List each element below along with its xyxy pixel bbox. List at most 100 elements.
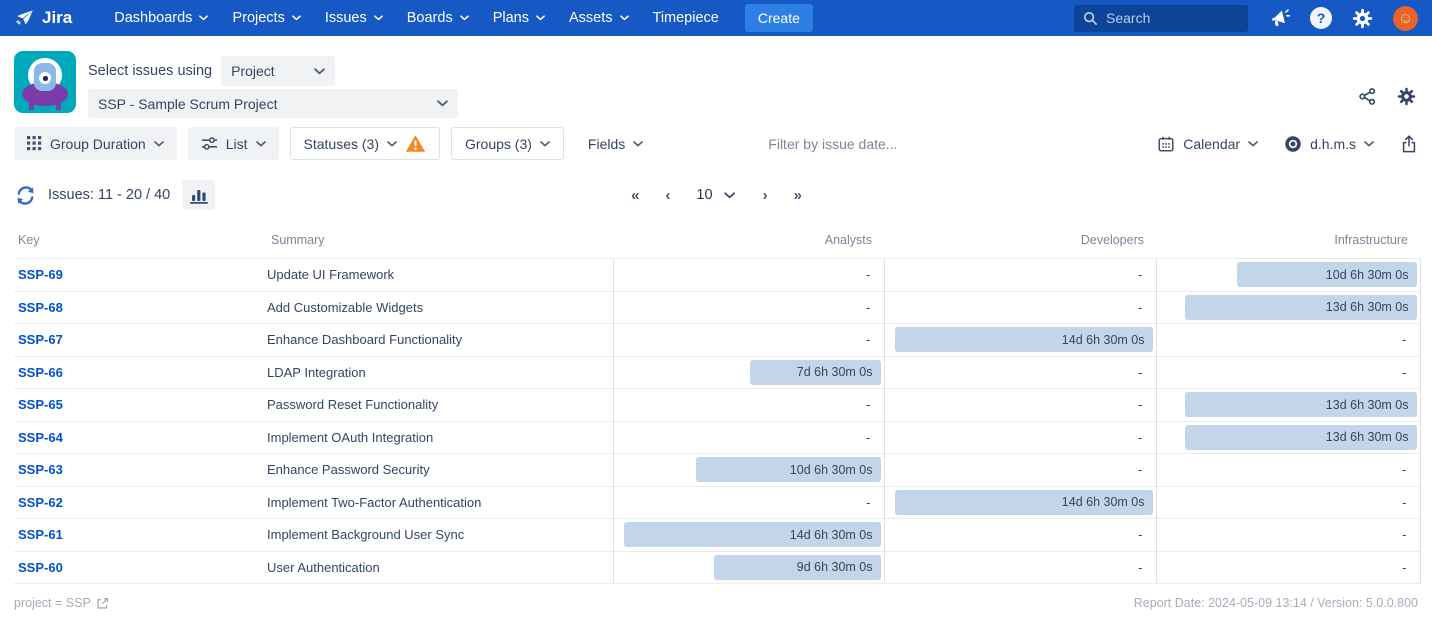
duration-bar: 14d 6h 30m 0s	[895, 327, 1152, 352]
chevron-down-icon	[437, 100, 448, 107]
empty-duration: -	[1402, 527, 1416, 542]
table-row: SSP-60User Authentication9d 6h 30m 0s--	[14, 551, 1420, 584]
help-icon[interactable]: ?	[1310, 7, 1332, 29]
jql-query-link[interactable]: project = SSP	[14, 596, 109, 610]
export-icon[interactable]	[1400, 134, 1418, 153]
table-header-row: Key Summary Analysts Developers Infrastr…	[14, 227, 1420, 259]
chevron-down-icon	[536, 15, 545, 21]
report-header: Select issues using Project SSP - Sample…	[0, 36, 1432, 118]
nav-menu-timepiece[interactable]: Timepiece	[641, 0, 731, 36]
duration-bar: 13d 6h 30m 0s	[1185, 392, 1417, 417]
column-header-developers: Developers	[884, 227, 1156, 259]
duration-cell: -	[884, 519, 1156, 552]
duration-cell: -	[884, 291, 1156, 324]
grid-icon	[27, 136, 42, 151]
issue-key-link[interactable]: SSP-62	[18, 495, 63, 510]
duration-bar: 14d 6h 30m 0s	[624, 522, 880, 547]
column-header-infrastructure: Infrastructure	[1156, 227, 1420, 259]
duration-format-button[interactable]: d.h.m.s	[1284, 135, 1374, 153]
nav-menu-plans[interactable]: Plans	[481, 0, 557, 36]
chart-view-button[interactable]	[182, 180, 215, 210]
next-page-button[interactable]: ›	[763, 187, 767, 204]
issue-key-link[interactable]: SSP-60	[18, 560, 63, 575]
issues-table: Key Summary Analysts Developers Infrastr…	[14, 227, 1421, 584]
table-row: SSP-61 Implement Background User Sync 14d …	[14, 519, 1420, 552]
summary-cell: Enhance Dashboard Functionality	[267, 324, 613, 357]
duration-format-icon	[1284, 135, 1302, 153]
view-mode-button[interactable]: List	[188, 127, 279, 160]
prev-page-button[interactable]: ‹	[665, 187, 669, 204]
report-settings-gear-icon[interactable]	[1397, 87, 1416, 118]
issue-source-select[interactable]: Project	[221, 56, 335, 86]
issue-key-link[interactable]: SSP-66	[18, 365, 63, 380]
issue-key-link[interactable]: SSP-65	[18, 397, 63, 412]
chevron-down-icon	[540, 141, 550, 147]
refresh-icon[interactable]	[14, 184, 37, 207]
search-input[interactable]	[1106, 10, 1226, 26]
duration-cell: 10d 6h 30m 0s	[613, 454, 884, 487]
duration-cell: -	[884, 551, 1156, 584]
settings-gear-icon[interactable]	[1352, 8, 1373, 29]
jql-query-text: project = SSP	[14, 596, 91, 610]
fields-button[interactable]: Fields	[575, 127, 656, 160]
nav-menu-dashboards[interactable]: Dashboards	[102, 0, 220, 36]
empty-duration: -	[1138, 462, 1152, 477]
announcements-icon[interactable]	[1268, 7, 1290, 29]
duration-cell: -	[1156, 454, 1420, 487]
empty-duration: -	[866, 430, 880, 445]
nav-menu-assets[interactable]: Assets	[557, 0, 641, 36]
calendar-icon	[1157, 135, 1175, 153]
groups-filter-button[interactable]: Groups (3)	[451, 127, 564, 160]
chevron-down-icon	[374, 15, 383, 21]
nav-menu-projects[interactable]: Projects	[220, 0, 312, 36]
table-row: SSP-68Add Customizable Widgets--13d 6h 3…	[14, 291, 1420, 324]
duration-cell: -	[613, 291, 884, 324]
last-page-button[interactable]: »	[794, 187, 801, 204]
empty-duration: -	[1138, 267, 1152, 282]
project-select-value: SSP - Sample Scrum Project	[98, 96, 277, 112]
groups-filter-label: Groups (3)	[465, 136, 532, 152]
summary-cell: Password Reset Functionality	[267, 389, 613, 422]
empty-duration: -	[1138, 560, 1152, 575]
issue-key-link[interactable]: SSP-69	[18, 267, 63, 282]
issue-date-filter-input[interactable]: Filter by issue date...	[768, 136, 897, 152]
calendar-button[interactable]: Calendar	[1157, 135, 1258, 153]
summary-cell: User Authentication	[267, 551, 613, 584]
duration-bar: 10d 6h 30m 0s	[696, 457, 880, 482]
duration-bar: 14d 6h 30m 0s	[895, 490, 1152, 515]
bar-chart-icon	[189, 187, 209, 204]
search-box[interactable]	[1074, 5, 1248, 32]
share-icon[interactable]	[1358, 87, 1377, 118]
issue-key-link[interactable]: SSP-63	[18, 462, 63, 477]
nav-menu-issues[interactable]: Issues	[313, 0, 395, 36]
create-button[interactable]: Create	[745, 4, 813, 32]
duration-cell: 14d 6h 30m 0s	[613, 519, 884, 552]
duration-cell: -	[884, 259, 1156, 292]
statuses-filter-button[interactable]: Statuses (3)	[290, 127, 440, 160]
issue-key-link[interactable]: SSP-67	[18, 332, 63, 347]
chevron-down-icon	[1364, 141, 1374, 147]
issue-key-link[interactable]: SSP-68	[18, 300, 63, 315]
view-mode-label: List	[226, 136, 248, 152]
user-avatar[interactable]: ☺	[1393, 6, 1418, 31]
page-size-select[interactable]: 10	[696, 187, 735, 203]
issue-key-link[interactable]: SSP-64	[18, 430, 63, 445]
first-page-button[interactable]: «	[631, 187, 638, 204]
nav-menu-label: Dashboards	[114, 10, 192, 26]
summary-cell: Implement Background User Sync	[267, 519, 613, 552]
key-cell: SSP-65	[14, 389, 267, 422]
nav-menu-boards[interactable]: Boards	[395, 0, 481, 36]
search-icon	[1083, 11, 1098, 26]
empty-duration: -	[1402, 365, 1416, 380]
duration-cell: 7d 6h 30m 0s	[613, 356, 884, 389]
table-row: SSP-64Implement OAuth Integration--13d 6…	[14, 421, 1420, 454]
nav-menu-label: Issues	[325, 10, 367, 26]
jira-logo[interactable]: Jira	[14, 8, 72, 29]
table-row: SSP-69Update UI Framework--10d 6h 30m 0s	[14, 259, 1420, 292]
key-cell: SSP-66	[14, 356, 267, 389]
duration-cell: -	[1156, 356, 1420, 389]
group-duration-button[interactable]: Group Duration	[14, 127, 177, 160]
project-select[interactable]: SSP - Sample Scrum Project	[88, 89, 458, 118]
report-meta-text: Report Date: 2024-05-09 13:14 / Version:…	[1134, 596, 1418, 610]
issue-key-link[interactable]: SSP-61	[18, 527, 63, 542]
